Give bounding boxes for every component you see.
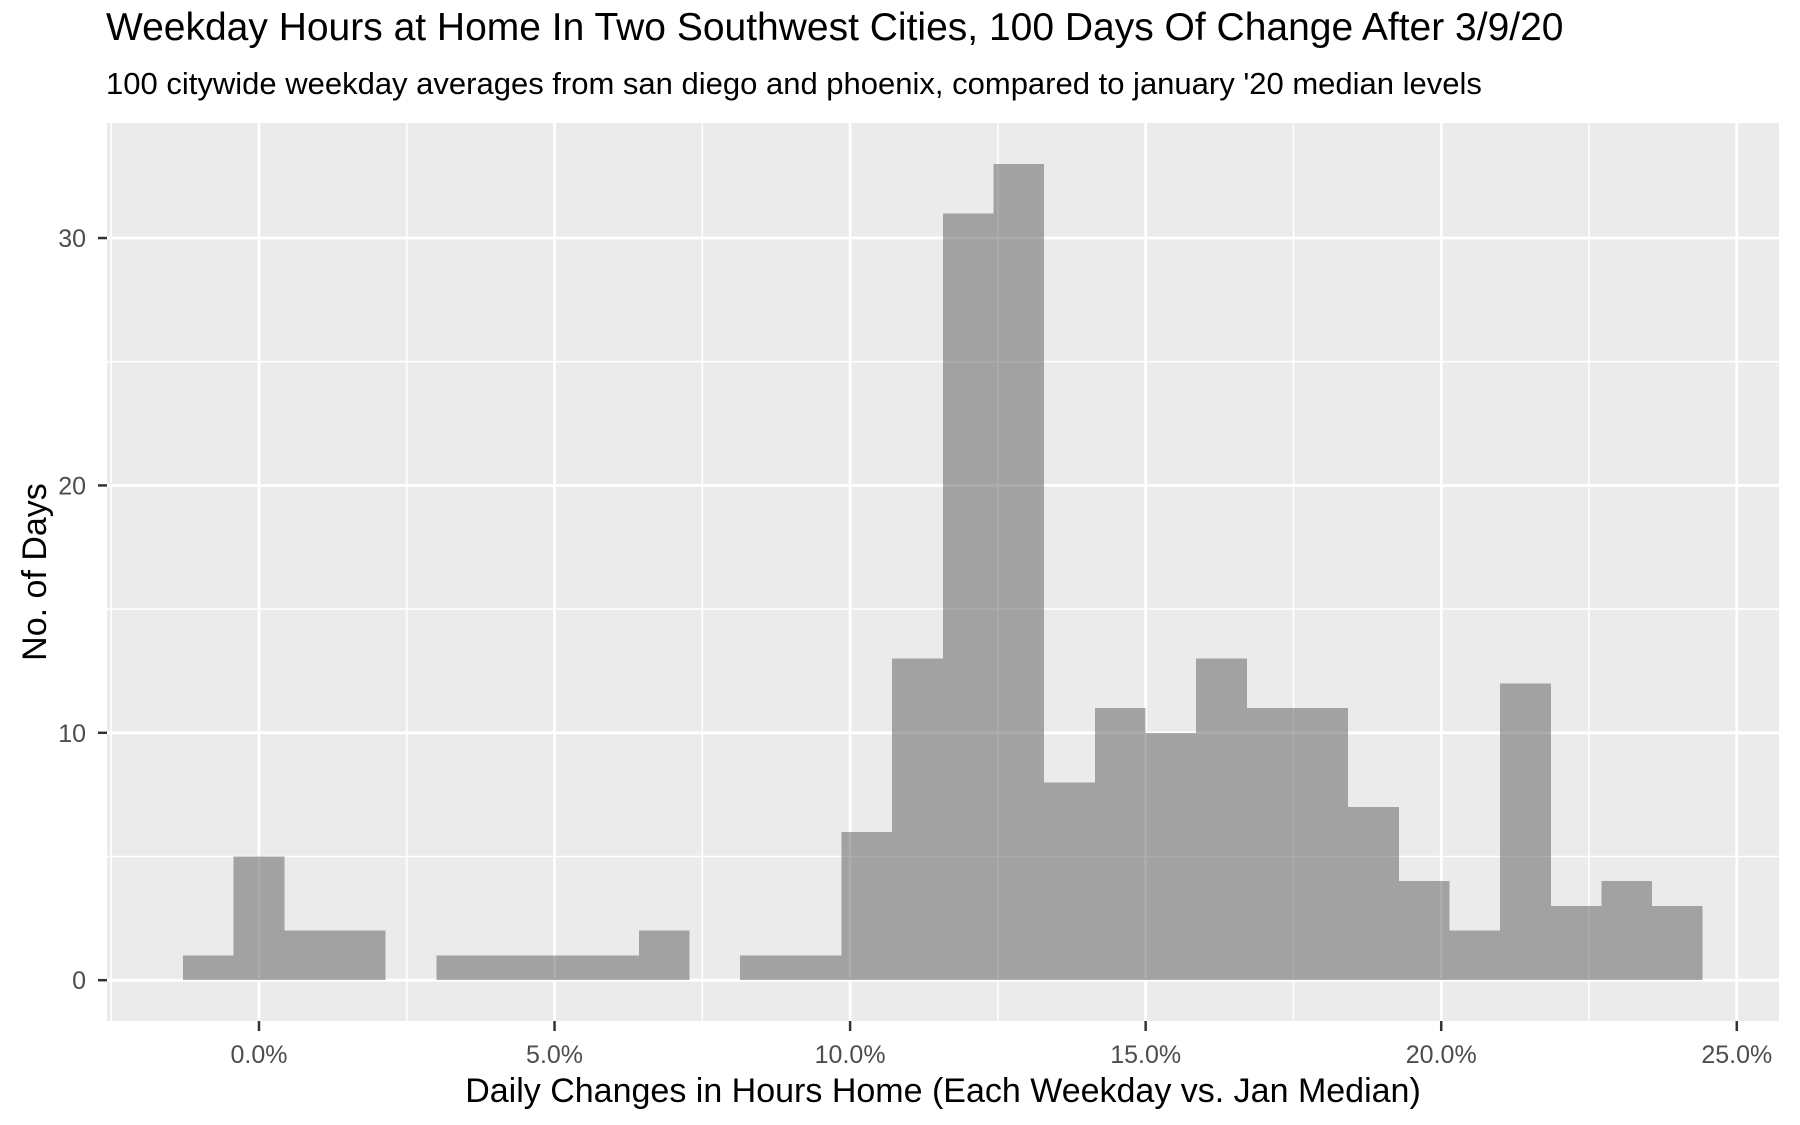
y-tick-labels: 0 10 20 30 bbox=[58, 225, 86, 995]
histogram-bar bbox=[1044, 782, 1095, 981]
x-tick-label: 15.0% bbox=[1110, 1041, 1181, 1069]
y-axis-title: No. of Days bbox=[16, 483, 54, 661]
histogram-bar bbox=[233, 856, 285, 981]
histogram-bar bbox=[1652, 905, 1703, 981]
histogram-bar bbox=[537, 955, 589, 981]
histogram-bar bbox=[334, 930, 386, 981]
axis-ticks bbox=[98, 236, 1739, 1031]
x-tick-labels: 0.0% 5.0% 10.0% 15.0% 20.0% 25.0% bbox=[230, 1041, 1772, 1069]
histogram-bar bbox=[1094, 708, 1146, 981]
histogram-bar bbox=[1550, 905, 1602, 981]
y-tick-label: 30 bbox=[58, 225, 86, 253]
y-tick-label: 0 bbox=[72, 967, 86, 995]
histogram-bar bbox=[1449, 930, 1501, 981]
x-tick-label: 10.0% bbox=[815, 1041, 886, 1069]
histogram-bar bbox=[1246, 708, 1298, 981]
histogram-bar bbox=[942, 213, 994, 981]
histogram-bar bbox=[993, 163, 1045, 981]
x-tick-label: 0.0% bbox=[230, 1041, 287, 1069]
histogram-bar bbox=[790, 955, 842, 981]
histogram-bar bbox=[436, 955, 487, 981]
histogram-bar bbox=[892, 658, 943, 981]
x-tick-label: 20.0% bbox=[1406, 1041, 1477, 1069]
histogram-bar bbox=[638, 930, 690, 981]
chart-title: Weekday Hours at Home In Two Southwest C… bbox=[106, 6, 1564, 49]
histogram-bar bbox=[841, 831, 893, 981]
y-tick-label: 10 bbox=[58, 720, 86, 748]
bars bbox=[182, 163, 1703, 981]
x-tick-label: 25.0% bbox=[1701, 1041, 1772, 1069]
y-tick-label: 20 bbox=[58, 472, 86, 500]
chart-subtitle: 100 citywide weekday averages from san d… bbox=[106, 66, 1482, 101]
histogram-bar bbox=[1601, 881, 1653, 981]
histogram-bar bbox=[284, 930, 335, 981]
histogram-bar bbox=[1500, 683, 1551, 981]
histogram-bar bbox=[1297, 708, 1349, 981]
histogram-bar bbox=[740, 955, 791, 981]
histogram-bar bbox=[182, 955, 234, 981]
x-tick-label: 5.0% bbox=[526, 1041, 583, 1069]
histogram-bar bbox=[1196, 658, 1247, 981]
histogram-bar bbox=[1348, 807, 1399, 981]
histogram-bar bbox=[486, 955, 538, 981]
histogram-bar bbox=[1145, 732, 1197, 981]
histogram-bar bbox=[1398, 881, 1450, 981]
histogram-bar bbox=[588, 955, 639, 981]
x-axis-title: Daily Changes in Hours Home (Each Weekda… bbox=[465, 1072, 1421, 1110]
